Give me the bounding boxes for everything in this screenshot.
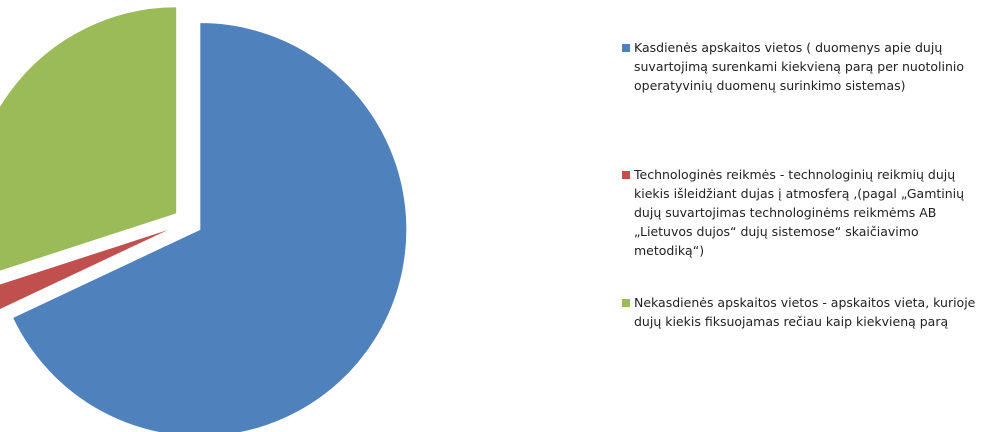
pie-slice <box>11 22 408 432</box>
pie-slice <box>0 226 176 311</box>
pie-area <box>0 6 408 432</box>
pie-slice <box>0 6 178 272</box>
legend-label: Kasdienės apskaitos vietos ( duomenys ap… <box>634 40 965 93</box>
legend-swatch <box>622 171 630 179</box>
legend-item: Nekasdienės apskaitos vietos - apskaitos… <box>622 293 979 331</box>
legend-swatch <box>622 299 630 307</box>
legend-label: Nekasdienės apskaitos vietos - apskaitos… <box>634 295 976 329</box>
legend-label: Technologinės reikmės - technologinių re… <box>634 167 965 258</box>
legend-item: Kasdienės apskaitos vietos ( duomenys ap… <box>622 38 979 95</box>
legend-item: Technologinės reikmės - technologinių re… <box>622 165 979 260</box>
legend-swatch <box>622 44 630 52</box>
